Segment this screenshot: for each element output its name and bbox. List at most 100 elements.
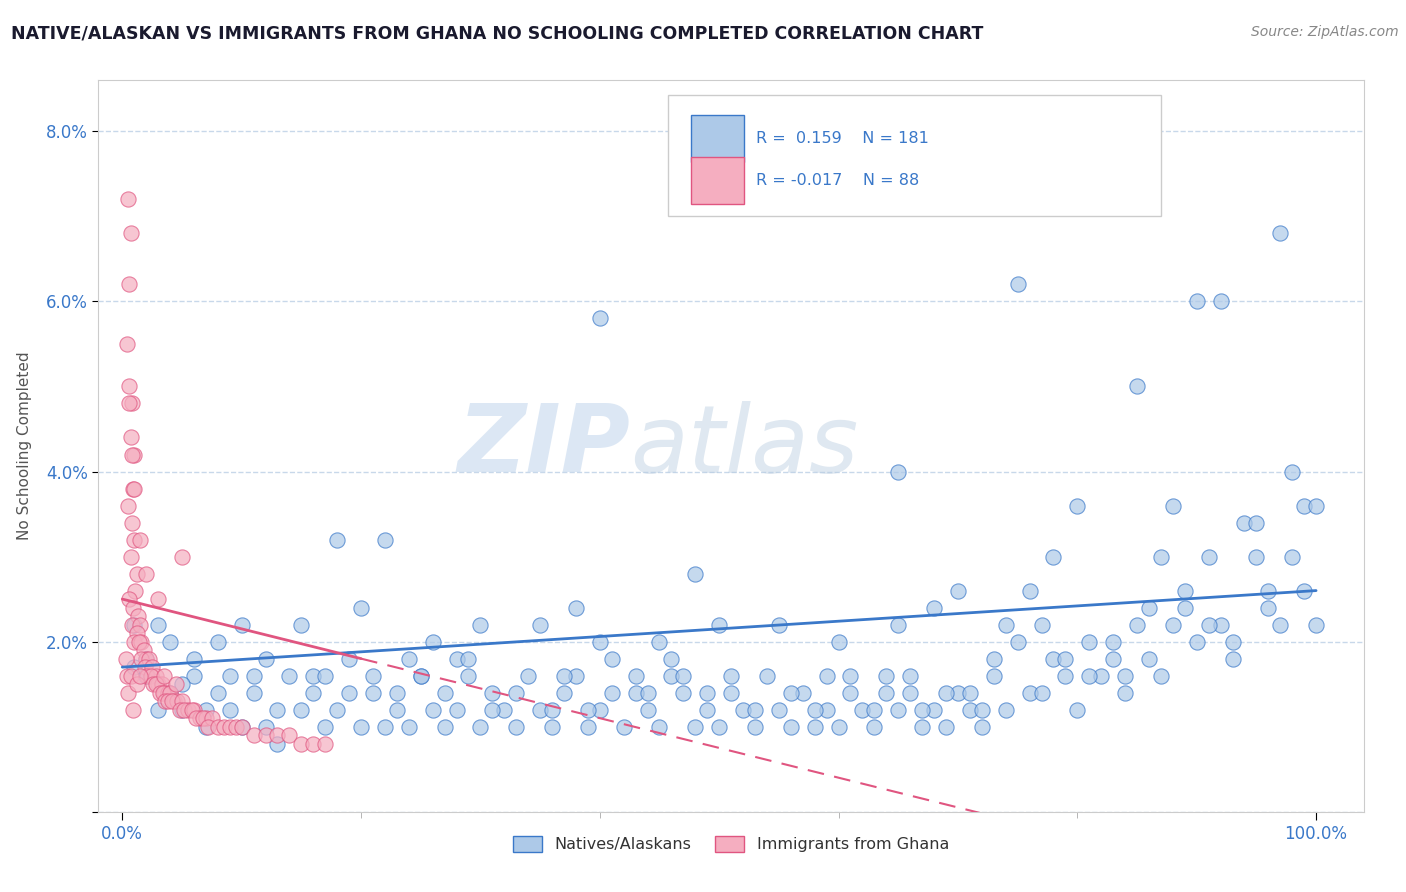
Point bbox=[731, 703, 754, 717]
Point bbox=[1161, 617, 1184, 632]
FancyBboxPatch shape bbox=[668, 95, 1161, 216]
Point bbox=[145, 668, 167, 682]
Point bbox=[146, 617, 169, 632]
Point bbox=[117, 686, 139, 700]
Point bbox=[231, 720, 253, 734]
Point bbox=[863, 703, 886, 717]
Point bbox=[946, 686, 969, 700]
Point bbox=[254, 651, 277, 665]
Point bbox=[685, 566, 707, 581]
Point bbox=[648, 634, 671, 648]
Point bbox=[170, 703, 193, 717]
Point bbox=[1198, 617, 1220, 632]
Point bbox=[193, 711, 215, 725]
Point bbox=[1209, 617, 1232, 632]
Point bbox=[1174, 600, 1197, 615]
Point bbox=[875, 668, 897, 682]
Point bbox=[1222, 634, 1244, 648]
Point bbox=[709, 617, 731, 632]
Point bbox=[194, 703, 217, 717]
Point bbox=[131, 651, 153, 665]
Point bbox=[624, 686, 647, 700]
Point bbox=[1174, 583, 1197, 598]
Point bbox=[156, 686, 179, 700]
Point bbox=[898, 686, 921, 700]
Point bbox=[361, 686, 384, 700]
Point bbox=[1305, 617, 1327, 632]
Point bbox=[142, 677, 165, 691]
Point bbox=[911, 720, 934, 734]
Point bbox=[553, 668, 575, 682]
Point bbox=[613, 720, 636, 734]
Point bbox=[1209, 294, 1232, 309]
Point bbox=[266, 728, 288, 742]
Point bbox=[1281, 549, 1303, 564]
Point bbox=[1042, 549, 1064, 564]
Point bbox=[146, 592, 169, 607]
Point bbox=[1246, 516, 1268, 530]
Point bbox=[122, 617, 145, 632]
Point bbox=[803, 720, 825, 734]
Point bbox=[326, 703, 349, 717]
Point bbox=[1137, 600, 1160, 615]
Point bbox=[302, 686, 325, 700]
Point bbox=[121, 396, 143, 410]
Y-axis label: No Schooling Completed: No Schooling Completed bbox=[17, 351, 32, 541]
Point bbox=[120, 227, 142, 241]
Point bbox=[661, 668, 683, 682]
Point bbox=[815, 703, 838, 717]
Point bbox=[350, 720, 373, 734]
Point bbox=[145, 677, 167, 691]
Point bbox=[457, 668, 479, 682]
Point bbox=[457, 651, 479, 665]
Point bbox=[302, 737, 325, 751]
Point bbox=[970, 720, 993, 734]
Point bbox=[278, 728, 301, 742]
FancyBboxPatch shape bbox=[690, 157, 744, 203]
Point bbox=[1246, 549, 1268, 564]
Point bbox=[183, 651, 205, 665]
Point bbox=[374, 720, 396, 734]
Point bbox=[197, 720, 219, 734]
Point bbox=[155, 694, 177, 708]
Point bbox=[118, 396, 141, 410]
Point bbox=[1150, 549, 1173, 564]
Point bbox=[422, 703, 444, 717]
Point bbox=[696, 703, 718, 717]
Point bbox=[637, 703, 659, 717]
Point bbox=[744, 720, 766, 734]
Point bbox=[290, 737, 312, 751]
Point bbox=[128, 634, 150, 648]
Point bbox=[541, 720, 564, 734]
Point bbox=[135, 651, 157, 665]
Point bbox=[983, 668, 1005, 682]
Point bbox=[409, 668, 432, 682]
Point bbox=[125, 626, 148, 640]
Point bbox=[385, 703, 408, 717]
Point bbox=[1066, 703, 1088, 717]
Point bbox=[505, 720, 527, 734]
Point bbox=[959, 703, 981, 717]
Point bbox=[898, 668, 921, 682]
Point bbox=[183, 703, 205, 717]
Point bbox=[207, 634, 229, 648]
Point bbox=[517, 668, 540, 682]
Point bbox=[1222, 651, 1244, 665]
Point bbox=[122, 660, 145, 674]
Point bbox=[361, 668, 384, 682]
Point bbox=[505, 686, 527, 700]
Point bbox=[186, 711, 208, 725]
Point bbox=[922, 703, 945, 717]
Point bbox=[146, 677, 169, 691]
Point bbox=[173, 703, 195, 717]
Point bbox=[326, 533, 349, 547]
Point bbox=[446, 651, 468, 665]
Point bbox=[134, 660, 156, 674]
Point bbox=[839, 686, 862, 700]
Point bbox=[709, 720, 731, 734]
Point bbox=[231, 617, 253, 632]
Point bbox=[589, 634, 612, 648]
Point bbox=[887, 703, 910, 717]
Point bbox=[1150, 668, 1173, 682]
Point bbox=[600, 651, 623, 665]
